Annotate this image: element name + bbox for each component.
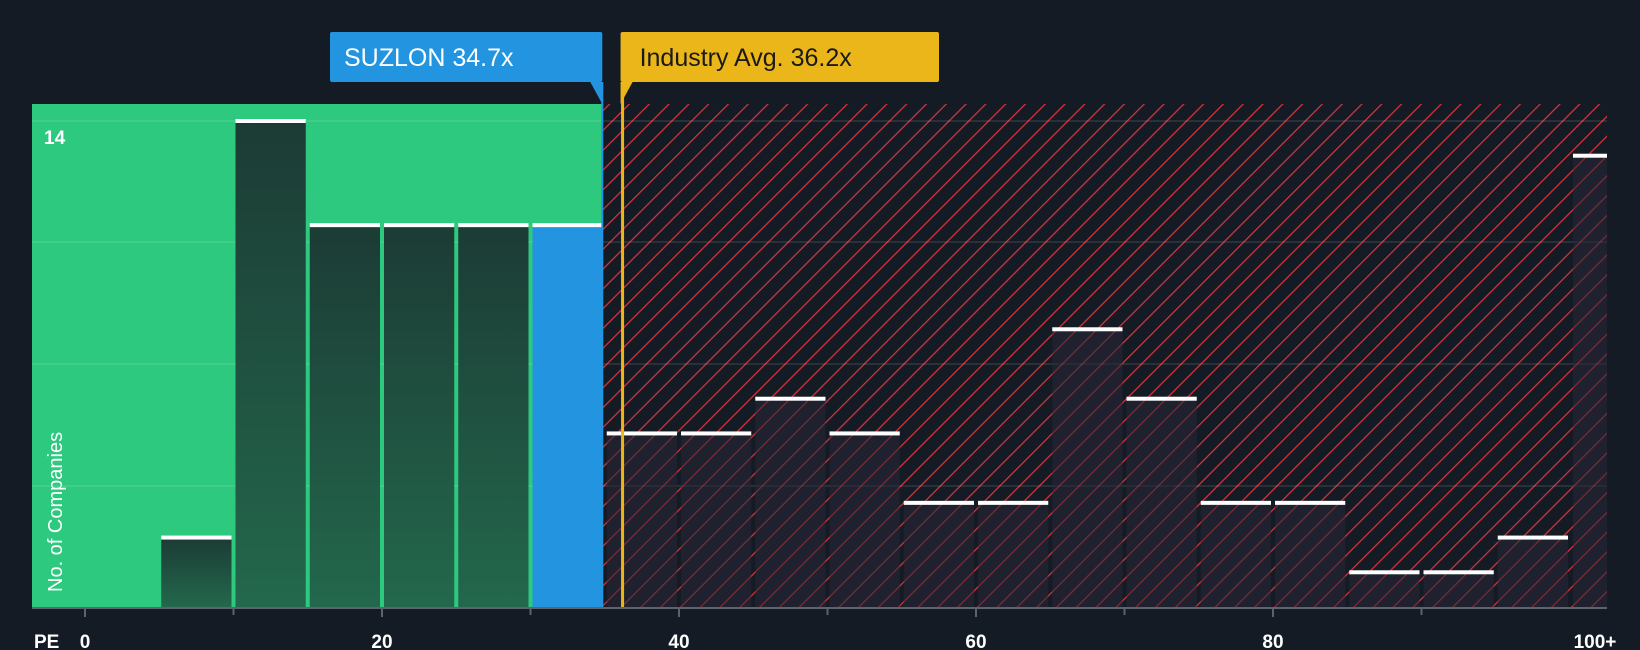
histogram-bar-90: [1423, 572, 1494, 607]
histogram-bar-95: [1497, 537, 1568, 607]
histogram-bar-top-50: [829, 431, 900, 436]
histogram-bar-35: [606, 433, 677, 607]
histogram-bar-top-100: [1573, 153, 1607, 158]
histogram-bar-60: [978, 502, 1049, 607]
histogram-bar-15: [309, 225, 380, 607]
histogram-bar-top-65: [1052, 327, 1123, 332]
x-tick-label-20: 20: [371, 632, 392, 650]
histogram-bar-top-75: [1200, 500, 1271, 505]
histogram-bar-45: [755, 398, 826, 607]
industry-callout-label: Industry Avg. 36.2x: [640, 44, 853, 72]
histogram-bar-top-95: [1497, 535, 1568, 540]
histogram-bar-top-40: [681, 431, 752, 436]
x-axis-title: PE: [34, 632, 59, 650]
histogram-bar-55: [903, 502, 974, 607]
histogram-bar-top-90: [1423, 570, 1494, 575]
histogram-bar-top-35: [606, 431, 677, 436]
histogram-bar-20: [384, 225, 455, 607]
x-tick-label-100: 100+: [1574, 632, 1617, 650]
histogram-bar-top-30: [532, 223, 603, 228]
histogram-bar-top-10: [235, 119, 306, 123]
histogram-bar-top-25: [458, 223, 529, 228]
x-tick-label-40: 40: [668, 632, 689, 650]
histogram-bar-70: [1126, 398, 1197, 607]
industry-callout: Industry Avg. 36.2x: [620, 32, 939, 104]
histogram-bar-25: [458, 225, 529, 607]
histogram-bar-80: [1275, 502, 1346, 607]
company-callout-label: SUZLON 34.7x: [344, 44, 514, 72]
histogram-bar-5: [161, 537, 232, 607]
histogram-bar-10: [235, 121, 306, 607]
histogram-bar-65: [1052, 329, 1123, 607]
histogram-bar-85: [1349, 572, 1420, 607]
x-tick-label-0: 0: [80, 632, 91, 650]
histogram-bar-75: [1200, 502, 1271, 607]
y-axis-title: No. of Companies: [45, 432, 67, 592]
histogram-bar-top-20: [384, 223, 455, 228]
histogram-bar-top-45: [755, 396, 826, 401]
histogram-bar-top-70: [1126, 396, 1197, 401]
histogram-bar-40: [681, 433, 752, 607]
histogram-bar-top-55: [903, 500, 974, 505]
histogram-bar-top-85: [1349, 570, 1420, 575]
histogram-bar-30: [532, 225, 603, 607]
histogram-bar-top-5: [161, 535, 232, 540]
x-tick-label-60: 60: [965, 632, 986, 650]
histogram-bar-top-15: [309, 223, 380, 228]
company-callout: SUZLON 34.7x: [330, 32, 603, 104]
histogram-bar-50: [829, 433, 900, 607]
y-tick-label: 14: [44, 128, 66, 149]
x-tick-label-80: 80: [1262, 632, 1283, 650]
histogram-bar-top-80: [1275, 500, 1346, 505]
histogram-bar-100: [1573, 155, 1607, 607]
histogram-bar-top-60: [978, 500, 1049, 505]
